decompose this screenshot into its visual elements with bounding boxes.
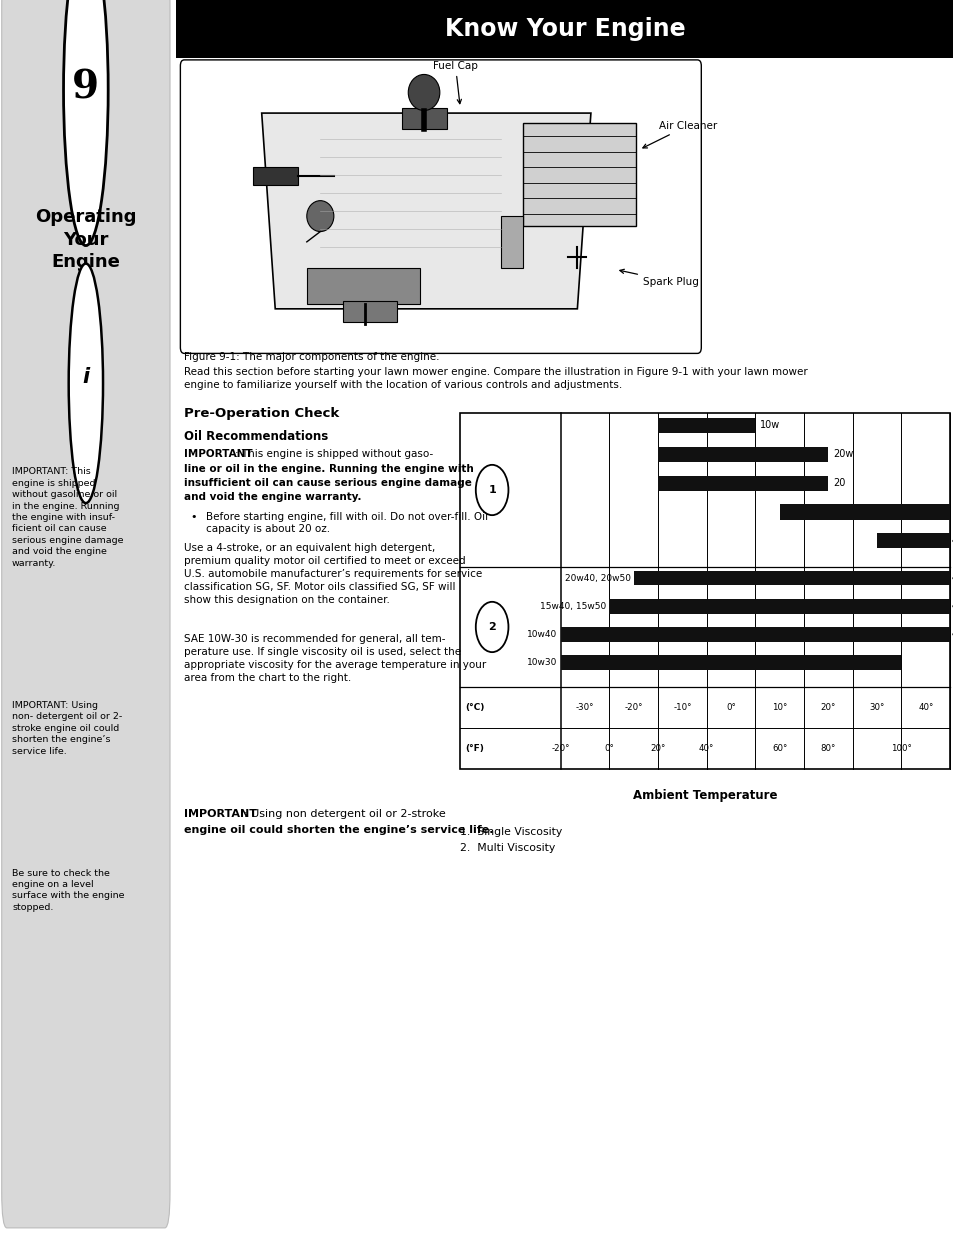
Text: Know Your Engine: Know Your Engine xyxy=(444,17,685,41)
Text: (°C): (°C) xyxy=(465,703,484,713)
Text: 1: 1 xyxy=(488,485,496,495)
Circle shape xyxy=(64,0,108,246)
Text: : This engine is shipped without gaso-: : This engine is shipped without gaso- xyxy=(234,450,433,459)
Text: Oil Fill Cap: Oil Fill Cap xyxy=(328,178,383,188)
Text: Air Cleaner: Air Cleaner xyxy=(642,121,716,148)
Text: Oil Drain: Oil Drain xyxy=(328,225,386,237)
Text: 30°: 30° xyxy=(868,703,883,713)
Text: 10w: 10w xyxy=(760,420,780,430)
Text: Spark Plug: Spark Plug xyxy=(619,269,699,287)
Text: IMPORTANT: This
engine is shipped
without gasoline or oil
in the engine. Running: IMPORTANT: This engine is shipped withou… xyxy=(12,467,123,568)
Circle shape xyxy=(307,200,334,232)
Text: 80°: 80° xyxy=(820,745,835,753)
Bar xyxy=(401,107,446,128)
Bar xyxy=(609,599,949,614)
Text: 15w40, 15w50: 15w40, 15w50 xyxy=(539,601,605,611)
Text: 20w40, 20w50: 20w40, 20w50 xyxy=(564,574,630,583)
Text: IMPORTANT: IMPORTANT xyxy=(184,809,257,819)
Bar xyxy=(522,124,636,226)
Text: (°F): (°F) xyxy=(465,745,483,753)
Text: 10w30: 10w30 xyxy=(527,658,557,667)
Text: insufficient oil can cause serious engine damage: insufficient oil can cause serious engin… xyxy=(184,478,472,488)
Bar xyxy=(253,167,297,185)
Text: 1.  Single Viscosity: 1. Single Viscosity xyxy=(459,826,562,836)
Text: IMPORTANT: Using
non- detergent oil or 2-
stroke engine oil could
shorten the en: IMPORTANT: Using non- detergent oil or 2… xyxy=(12,700,122,756)
Text: 2.  Multi Viscosity: 2. Multi Viscosity xyxy=(459,844,555,853)
Text: : Using non detergent oil or 2-stroke: : Using non detergent oil or 2-stroke xyxy=(244,809,445,819)
Text: 100°: 100° xyxy=(890,745,911,753)
Bar xyxy=(876,534,949,548)
Text: Muffler: Muffler xyxy=(343,270,413,280)
Text: 20°: 20° xyxy=(820,703,835,713)
FancyBboxPatch shape xyxy=(2,0,170,1228)
Bar xyxy=(658,417,755,432)
Bar xyxy=(342,301,396,321)
Text: -10°: -10° xyxy=(673,703,691,713)
Text: Be sure to check the
engine on a level
surface with the engine
stopped.: Be sure to check the engine on a level s… xyxy=(12,868,125,911)
Text: i: i xyxy=(82,367,90,388)
Text: Use a 4-stroke, or an equivalent high detergent,
premium quality motor oil certi: Use a 4-stroke, or an equivalent high de… xyxy=(184,542,482,605)
Text: 60°: 60° xyxy=(771,745,786,753)
Text: IMPORTANT: IMPORTANT xyxy=(184,450,253,459)
Text: 0°: 0° xyxy=(604,745,614,753)
Circle shape xyxy=(476,601,508,652)
Text: •: • xyxy=(191,511,196,521)
Text: Before starting engine, fill with oil. Do not over-fill. Oil
capacity is about 2: Before starting engine, fill with oil. D… xyxy=(206,511,488,535)
Text: SAE 10W-30 is recommended for general, all tem-
perature use. If single viscosit: SAE 10W-30 is recommended for general, a… xyxy=(184,634,486,683)
Text: 0°: 0° xyxy=(725,703,735,713)
Text: Starter
Grip: Starter Grip xyxy=(343,138,379,159)
Text: 9: 9 xyxy=(72,68,99,106)
Text: 40°: 40° xyxy=(917,703,932,713)
Text: Read this section before starting your lawn mower engine. Compare the illustrati: Read this section before starting your l… xyxy=(184,367,807,390)
Text: 20: 20 xyxy=(832,478,844,488)
Bar xyxy=(307,268,419,304)
FancyBboxPatch shape xyxy=(180,61,700,353)
Bar xyxy=(633,571,949,585)
Text: 40°: 40° xyxy=(699,745,714,753)
Text: 20w: 20w xyxy=(832,450,853,459)
Bar xyxy=(560,627,949,641)
Text: Operating
Your
Engine: Operating Your Engine xyxy=(35,207,136,272)
Text: Fuel Cap: Fuel Cap xyxy=(433,61,477,104)
Bar xyxy=(459,414,949,769)
Text: 16: 16 xyxy=(466,1208,487,1223)
Polygon shape xyxy=(261,114,590,309)
Bar xyxy=(176,0,953,58)
Bar xyxy=(560,655,901,669)
Bar xyxy=(658,447,827,462)
Bar xyxy=(500,216,522,268)
Text: -20°: -20° xyxy=(624,703,642,713)
Text: line or oil in the engine. Running the engine with: line or oil in the engine. Running the e… xyxy=(184,463,474,473)
Text: 2: 2 xyxy=(488,622,496,632)
Circle shape xyxy=(476,464,508,515)
Text: and void the engine warranty.: and void the engine warranty. xyxy=(184,493,361,503)
Text: -20°: -20° xyxy=(551,745,569,753)
Text: Figure 9-1: The major components of the engine.: Figure 9-1: The major components of the … xyxy=(184,352,439,362)
Text: Pre-Operation Check: Pre-Operation Check xyxy=(184,408,339,420)
Text: Ambient Temperature: Ambient Temperature xyxy=(632,789,777,802)
Text: 10°: 10° xyxy=(771,703,786,713)
Text: 10w40: 10w40 xyxy=(527,630,557,638)
Text: 20°: 20° xyxy=(650,745,665,753)
Bar xyxy=(658,475,827,490)
Bar xyxy=(779,504,949,520)
Circle shape xyxy=(69,263,103,503)
Text: -30°: -30° xyxy=(576,703,594,713)
Circle shape xyxy=(408,74,439,110)
Text: Oil Recommendations: Oil Recommendations xyxy=(184,430,328,443)
Text: engine oil could shorten the engine’s service life.: engine oil could shorten the engine’s se… xyxy=(184,825,494,835)
